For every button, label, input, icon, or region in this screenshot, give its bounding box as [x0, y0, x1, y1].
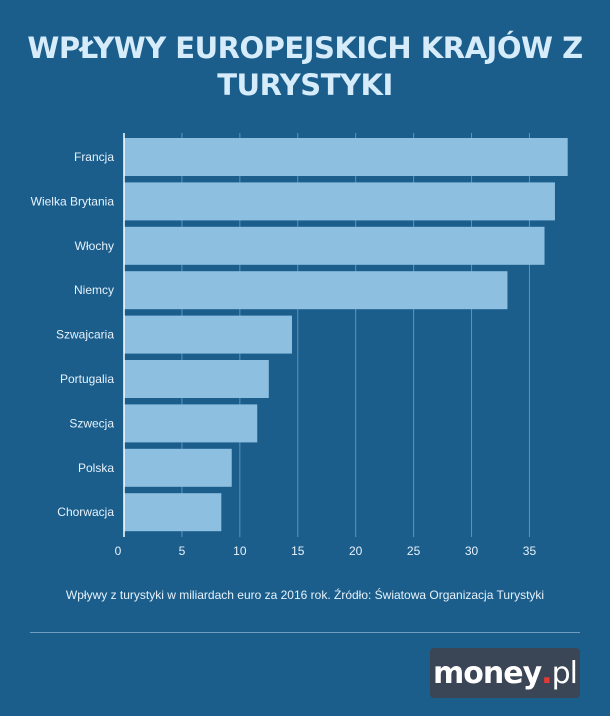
x-tick-label-35: 35 [523, 544, 537, 558]
category-label-2: Włochy [75, 239, 114, 253]
bar-1 [124, 182, 555, 221]
bar-5 [124, 360, 269, 398]
money-pl-logo: money. pl [430, 648, 580, 698]
category-label-1: Wielka Brytania [31, 194, 115, 208]
bar-3 [124, 271, 508, 310]
category-label-3: Niemcy [74, 283, 114, 297]
bar-7 [124, 448, 232, 487]
bar-4 [124, 315, 292, 354]
category-label-7: Polska [78, 461, 114, 475]
x-tick-label-30: 30 [465, 544, 479, 558]
logo-dot: . [541, 655, 552, 691]
bar-2 [124, 226, 545, 265]
divider [30, 632, 580, 633]
x-tick-label-15: 15 [291, 544, 305, 558]
category-label-5: Portugalia [60, 372, 114, 386]
logo-tld: pl [551, 655, 578, 691]
chart-title: WPŁYWY EUROPEJSKICH KRAJÓW Z TURYSTYKI [27, 31, 583, 102]
x-tick-label-20: 20 [349, 544, 363, 558]
bar-6 [124, 404, 258, 443]
x-tick-label-0: 0 [115, 544, 122, 558]
category-label-0: Francja [74, 150, 114, 164]
bar-0 [124, 138, 568, 176]
x-tick-label-5: 5 [179, 544, 186, 558]
logo-word: money [433, 655, 542, 691]
category-label-8: Chorwacja [57, 505, 114, 519]
category-label-4: Szwajcaria [56, 328, 114, 342]
chart-caption: Wpływy z turystyki w miliardach euro za … [65, 588, 545, 602]
bar-8 [124, 493, 222, 532]
x-tick-label-10: 10 [233, 544, 247, 558]
category-label-6: Szwecja [69, 416, 114, 430]
x-tick-label-25: 25 [407, 544, 421, 558]
bar-chart: Francja Wielka Brytania Włochy Niemcy Szwajc… [31, 133, 568, 558]
